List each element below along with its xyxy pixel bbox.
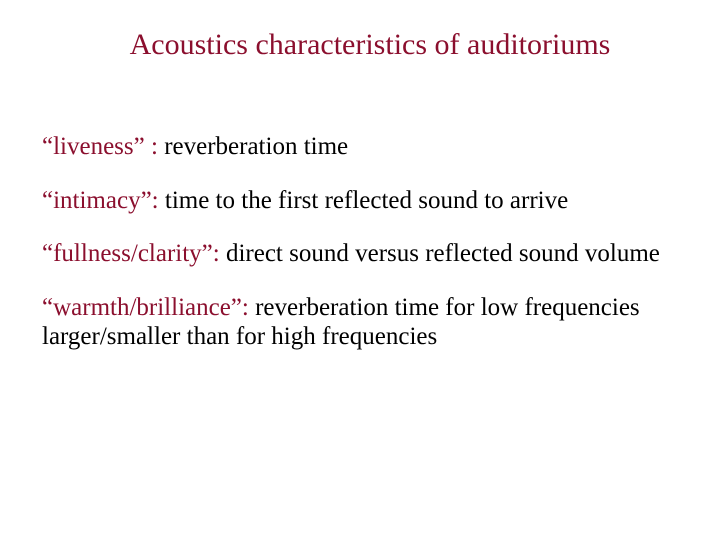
- term-label: “warmth/brilliance”:: [42, 294, 255, 321]
- term-label: “liveness” :: [42, 133, 164, 160]
- definition-item: “intimacy”: time to the first reflected …: [42, 186, 678, 216]
- slide-title: Acoustics characteristics of auditoriums: [42, 28, 678, 62]
- definition-item: “liveness” : reverberation time: [42, 132, 678, 162]
- definition-text: direct sound versus reflected sound volu…: [226, 240, 660, 267]
- definition-text: reverberation time: [164, 133, 348, 160]
- term-label: “intimacy”:: [42, 187, 165, 214]
- definition-item: “fullness/clarity”: direct sound versus …: [42, 239, 678, 269]
- definition-text: time to the first reflected sound to arr…: [165, 187, 568, 214]
- slide-body: “liveness” : reverberation time “intimac…: [42, 132, 678, 352]
- term-label: “fullness/clarity”:: [42, 240, 226, 267]
- definition-item: “warmth/brilliance”: reverberation time …: [42, 293, 678, 352]
- slide: Acoustics characteristics of auditoriums…: [0, 0, 720, 540]
